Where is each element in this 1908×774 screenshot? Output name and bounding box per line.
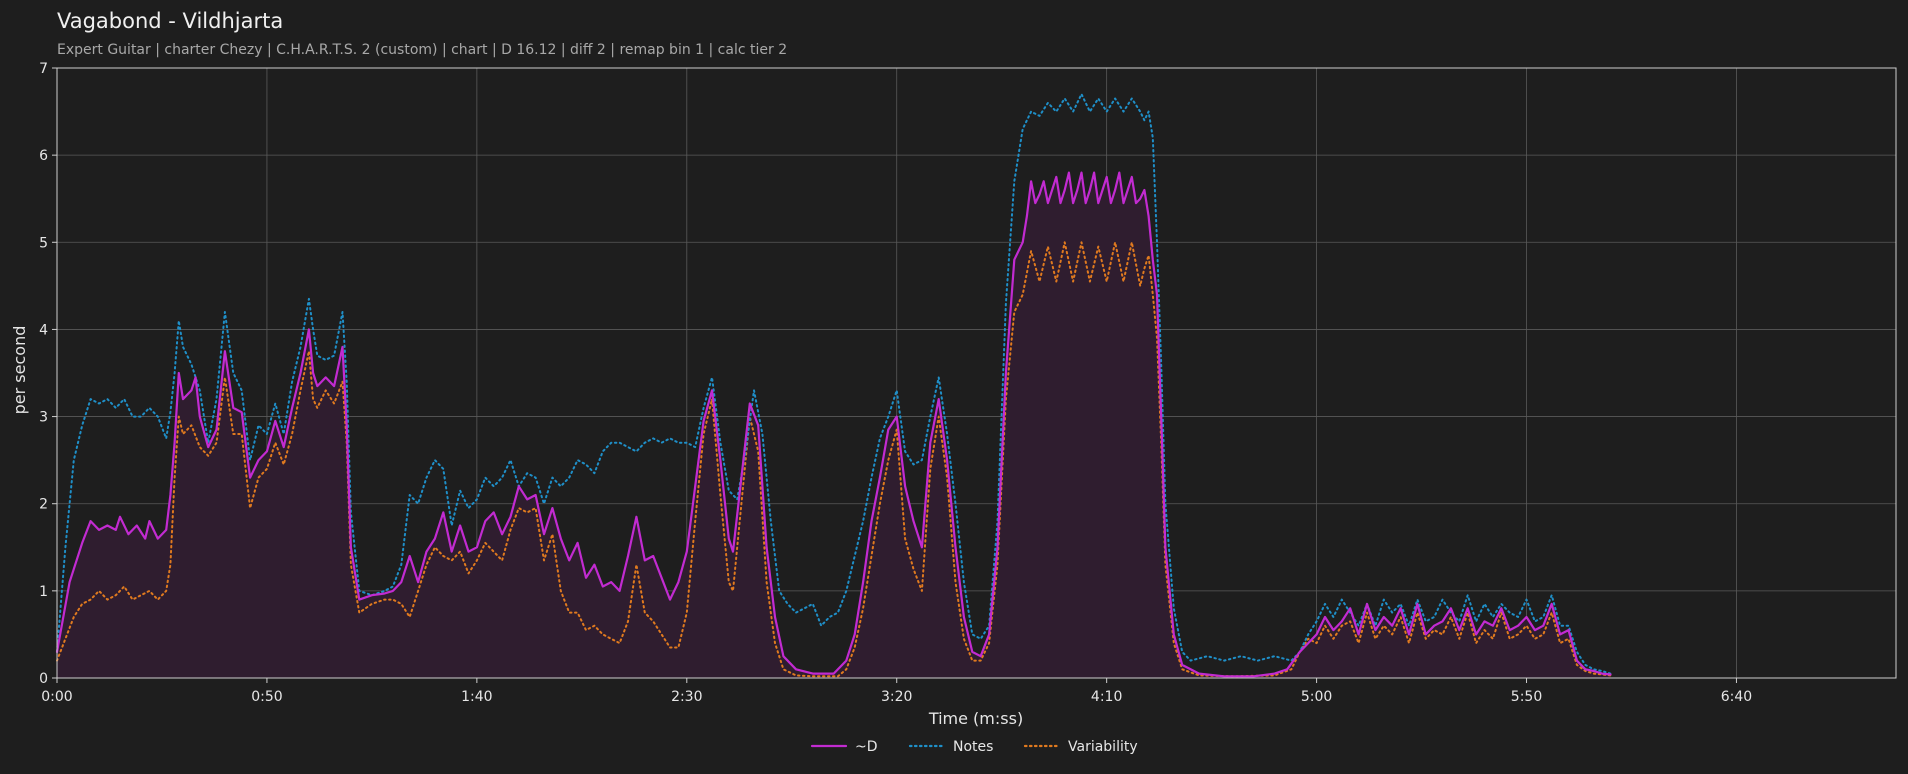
- x-tick-label: 6:40: [1721, 689, 1752, 705]
- series-d-fill: [57, 172, 1611, 678]
- y-tick-label: 3: [39, 410, 48, 426]
- x-tick-label: 0:50: [251, 689, 282, 705]
- y-axis-ticks: 0 1 2 3 4 5 6 7: [39, 61, 57, 687]
- x-tick-label: 1:40: [461, 689, 492, 705]
- x-tick-label: 5:50: [1511, 689, 1542, 705]
- x-tick-label: 4:10: [1091, 689, 1122, 705]
- y-tick-label: 4: [39, 322, 48, 338]
- legend: ~D Notes Variability: [810, 739, 1138, 755]
- plot-area: [55, 93, 1612, 678]
- y-tick-label: 6: [39, 148, 48, 164]
- legend-label: Variability: [1068, 739, 1138, 755]
- series-line-variability: [56, 241, 1612, 678]
- series-line-notes: [56, 93, 1612, 675]
- x-axis-ticks: 0:00 0:50 1:40 2:30 3:20 4:10 5:00 5:50 6:40: [41, 678, 1752, 705]
- plot-frame: [56, 67, 1897, 679]
- y-tick-label: 0: [39, 671, 48, 687]
- x-tick-label: 3:20: [881, 689, 912, 705]
- x-tick-label: 2:30: [671, 689, 702, 705]
- x-axis-label: Time (m:ss): [928, 709, 1023, 728]
- y-tick-label: 5: [39, 235, 48, 251]
- x-tick-label: 5:00: [1301, 689, 1332, 705]
- legend-label: Notes: [953, 739, 993, 755]
- chart-title: Vagabond - Vildhjarta: [57, 9, 283, 33]
- series-line-d: [55, 171, 1612, 678]
- y-axis-label: per second: [10, 326, 29, 415]
- y-tick-label: 1: [39, 584, 48, 600]
- chart-subtitle: Expert Guitar | charter Chezy | C.H.A.R.…: [57, 42, 787, 58]
- y-tick-label: 2: [39, 497, 48, 513]
- y-tick-label: 7: [39, 61, 48, 77]
- legend-label: ~D: [855, 739, 878, 755]
- x-tick-label: 0:00: [41, 689, 72, 705]
